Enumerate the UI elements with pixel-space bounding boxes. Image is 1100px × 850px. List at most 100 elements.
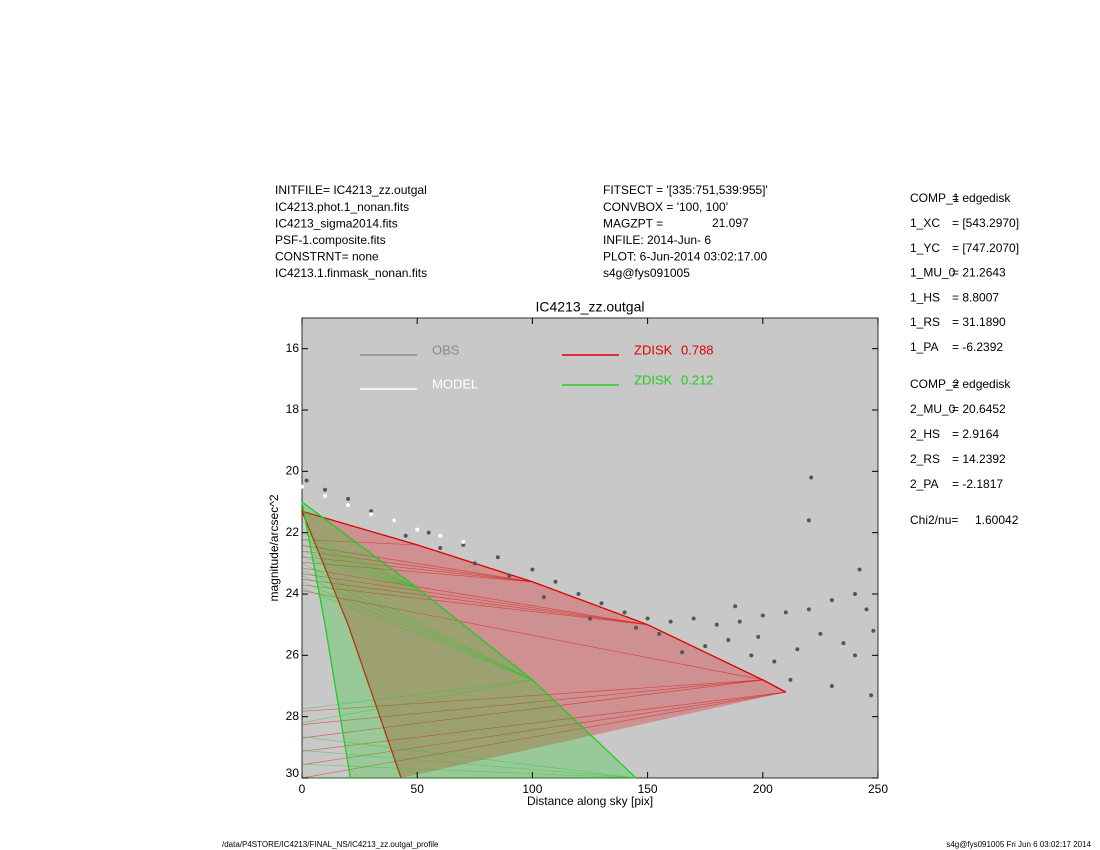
data-point [472,561,477,566]
param-value: = 8.8007 [952,290,999,304]
hatch-line [301,590,763,681]
data-point [783,610,788,615]
data-point [438,533,443,538]
data-point [691,616,696,621]
data-point [852,653,857,658]
legend-fraction: 0.788 [681,342,714,357]
data-point [576,592,581,596]
data-point [369,512,374,517]
hatch-line [301,736,637,779]
data-point [622,610,627,615]
hatch-line [301,679,763,739]
legend-label: OBS [432,342,460,357]
y-tick-label: 26 [286,648,300,662]
data-point [806,607,811,612]
header-line: IC4213_sigma2014.fits [275,216,398,230]
x-tick-label: 250 [868,782,888,796]
plot-layer [300,475,876,779]
data-point [461,539,466,544]
data-point [403,533,408,538]
header-line: PSF-1.composite.fits [275,233,386,247]
data-point [869,693,874,698]
data-point [541,595,546,600]
param-name: 1_HS [910,290,940,304]
hatch-line [301,556,533,583]
param-name: 1_MU_0 [910,266,956,280]
hatch-line [301,691,786,752]
x-tick-label: 0 [299,782,306,796]
header-line: s4g@fys091005 [603,266,690,280]
data-point [852,592,857,596]
data-point [426,530,431,535]
param-value: = edgedisk [952,377,1011,391]
data-point [588,616,592,621]
header-line: INITFILE= IC4213_zz.outgal [275,183,427,197]
x-axis-label: Distance along sky [pix] [527,794,653,808]
param-name: 2_HS [910,427,940,441]
data-point [300,484,304,489]
data-point [323,493,328,498]
legend-label: MODEL [432,376,478,391]
param-name: 2_PA [910,477,938,491]
param-value: = edgedisk [952,191,1011,205]
data-point [809,475,814,480]
data-point [438,546,443,550]
data-point [756,634,761,639]
hatch-line [301,581,533,681]
y-tick-label: 24 [286,586,300,600]
header-line: INFILE: 2014-Jun- 6 [603,233,711,247]
component-lower [301,510,402,779]
chi2-value: 1.60042 [975,513,1019,527]
hatch-line [301,550,418,589]
param-value: = 14.2392 [952,452,1006,466]
data-point [645,616,650,621]
param-name: 1_YC [910,241,940,255]
header-line: IC4213.phot.1_nonan.fits [275,200,409,214]
component-upper [301,510,787,693]
param-value: = -6.2392 [952,340,1003,354]
param-name: 1_PA [910,340,938,354]
header-line: PLOT: 6-Jun-2014 03:02:17.00 [603,250,767,264]
data-point [795,647,800,652]
legend-label: ZDISK [634,342,673,357]
data-point [530,567,535,572]
data-point [680,650,685,655]
component-upper [301,501,637,779]
data-point [829,598,834,603]
data-point [495,555,500,560]
hatch-line [301,763,637,779]
data-point [760,613,765,618]
y-tick-label: 20 [286,464,300,478]
data-point [668,619,673,624]
hatch-line [301,550,533,583]
data-point [323,487,328,492]
data-point [871,628,876,633]
hatch-line [301,691,786,766]
hatch-line [301,569,533,681]
data-point [703,644,708,649]
legend-fraction: 0.212 [681,372,714,387]
param-name: COMP_1 [910,191,960,205]
header-line: IC4213.1.finmask_nonan.fits [275,266,427,280]
hatch-line [301,750,637,779]
component-fan [302,511,786,778]
hatch-line [301,538,418,589]
param-value: = 31.1890 [952,315,1006,329]
data-point [818,631,823,636]
data-point [553,579,558,584]
hatch-line [301,539,418,546]
data-point [461,542,466,547]
param-name: 1_XC [910,216,940,230]
data-point [346,496,351,501]
y-tick-label: 22 [286,525,300,539]
param-value: = 21.2643 [952,266,1006,280]
x-tick-label: 150 [638,782,658,796]
data-point [634,625,639,630]
legend-label: ZDISK [634,372,673,387]
data-point [714,622,719,627]
y-tick-label: 18 [286,402,300,416]
hatch-line [301,691,786,779]
footer-left: /data/P4STORE/IC4213/FINAL_NS/IC4213_zz.… [222,840,439,849]
y-tick-label: 28 [286,709,300,723]
